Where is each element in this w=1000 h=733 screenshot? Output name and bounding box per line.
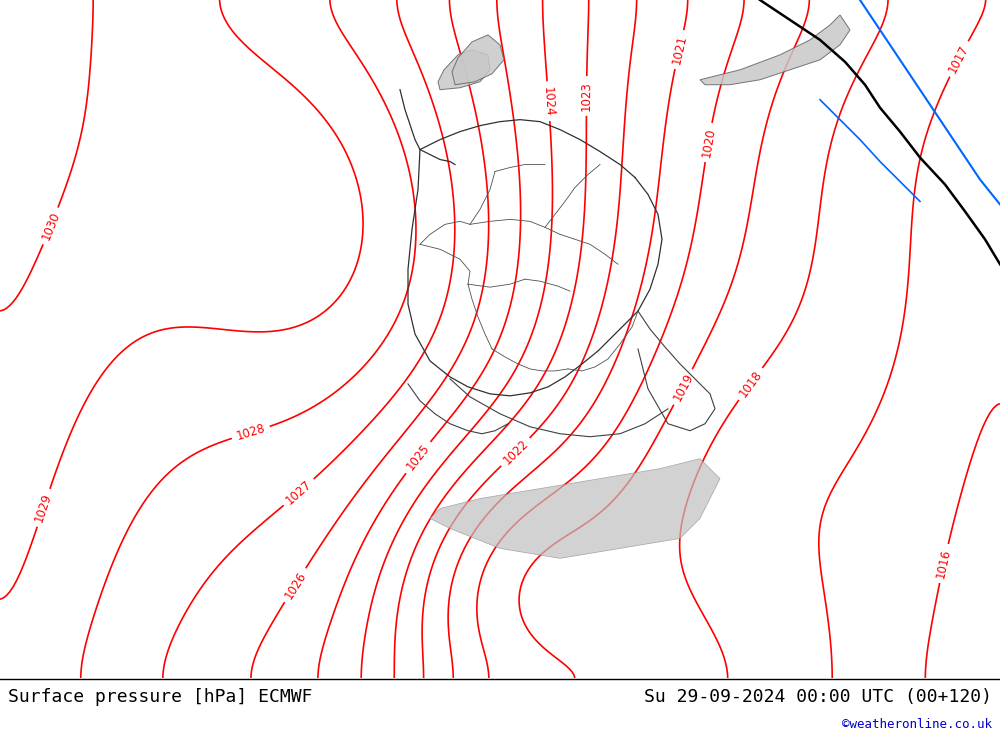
Text: 1030: 1030 [39, 210, 62, 242]
Text: 1021: 1021 [670, 34, 689, 65]
Text: 1020: 1020 [699, 127, 717, 158]
Text: 1025: 1025 [404, 442, 432, 474]
Text: ©weatheronline.co.uk: ©weatheronline.co.uk [842, 718, 992, 732]
Text: 1028: 1028 [235, 421, 267, 443]
Polygon shape [700, 15, 850, 85]
Text: Surface pressure [hPa] ECMWF: Surface pressure [hPa] ECMWF [8, 688, 312, 706]
Text: 1029: 1029 [33, 492, 54, 524]
Text: 1017: 1017 [946, 43, 972, 75]
Text: 1018: 1018 [736, 368, 765, 399]
Text: Su 29-09-2024 00:00 UTC (00+120): Su 29-09-2024 00:00 UTC (00+120) [644, 688, 992, 706]
Polygon shape [430, 459, 720, 559]
Text: 1024: 1024 [541, 86, 556, 117]
Polygon shape [438, 50, 490, 89]
Text: 1019: 1019 [670, 371, 696, 403]
Text: 1022: 1022 [500, 437, 531, 467]
Text: 1016: 1016 [934, 548, 953, 580]
Polygon shape [452, 35, 504, 85]
Text: 1027: 1027 [283, 477, 314, 507]
Text: 1023: 1023 [580, 81, 593, 111]
Text: 1026: 1026 [282, 569, 309, 601]
